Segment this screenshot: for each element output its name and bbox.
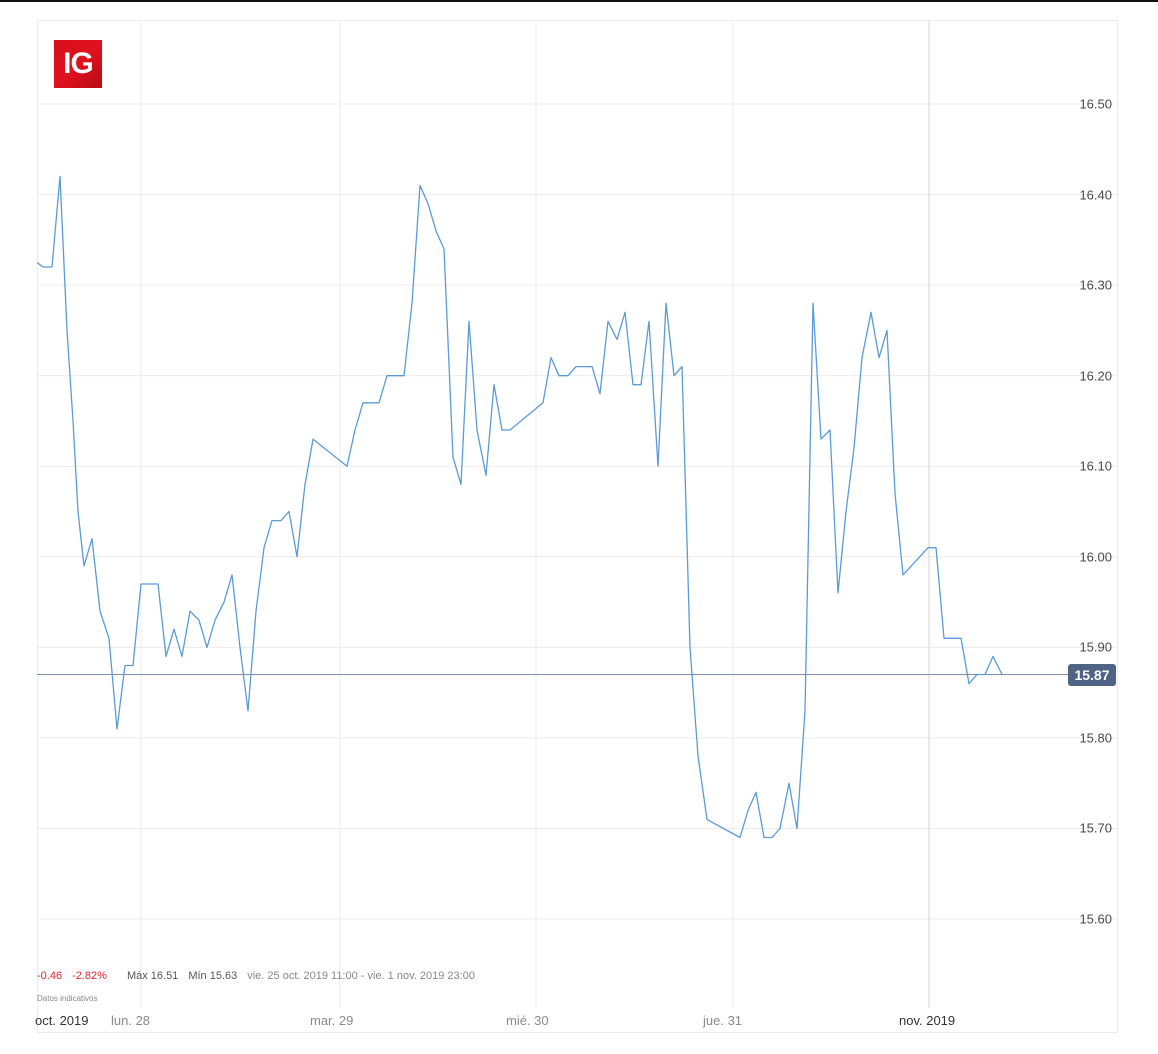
x-tick-label: lun. 28 (111, 1013, 151, 1028)
y-tick-label: 15.80 (1079, 730, 1112, 746)
date-range: vie. 25 oct. 2019 11:00 - vie. 1 nov. 20… (247, 970, 475, 982)
indicative-data-note: Datos indicativos (37, 994, 98, 1003)
chart-frame (37, 20, 1118, 1033)
vertical-gridlines (140, 20, 930, 1008)
change-value: -0.46 (37, 970, 63, 982)
top-border (0, 0, 1158, 2)
current-price-badge: 15.87 (1068, 664, 1116, 686)
x-tick-label: nov. 2019 (899, 1013, 956, 1028)
max-value: Máx 16.51 (126, 970, 179, 982)
y-tick-label: 16.30 (1079, 277, 1112, 293)
y-tick-label: 16.00 (1079, 549, 1112, 565)
y-tick-label: 15.70 (1079, 820, 1112, 836)
y-tick-label: 16.10 (1079, 458, 1112, 474)
x-tick-label: oct. 2019 (35, 1013, 89, 1028)
x-tick-label: mar. 29 (310, 1013, 354, 1028)
price-line (36, 175, 1003, 839)
y-tick-label: 16.40 (1079, 187, 1112, 203)
horizontal-gridlines (37, 103, 1118, 920)
y-tick-label: 16.20 (1079, 368, 1112, 384)
ig-logo: IG (54, 40, 102, 88)
y-tick-label: 15.60 (1079, 911, 1112, 927)
x-tick-label: jue. 31 (703, 1013, 743, 1028)
y-tick-label: 16.50 (1079, 96, 1112, 112)
x-tick-label: mié. 30 (506, 1013, 549, 1028)
min-value: Mín 15.63 (188, 970, 238, 982)
change-percent: -2.82% (72, 970, 107, 982)
y-tick-label: 15.90 (1079, 639, 1112, 655)
stats-bar: -0.46 -2.82% Máx 16.51 Mín 15.63 vie. 25 oct… (37, 970, 485, 982)
